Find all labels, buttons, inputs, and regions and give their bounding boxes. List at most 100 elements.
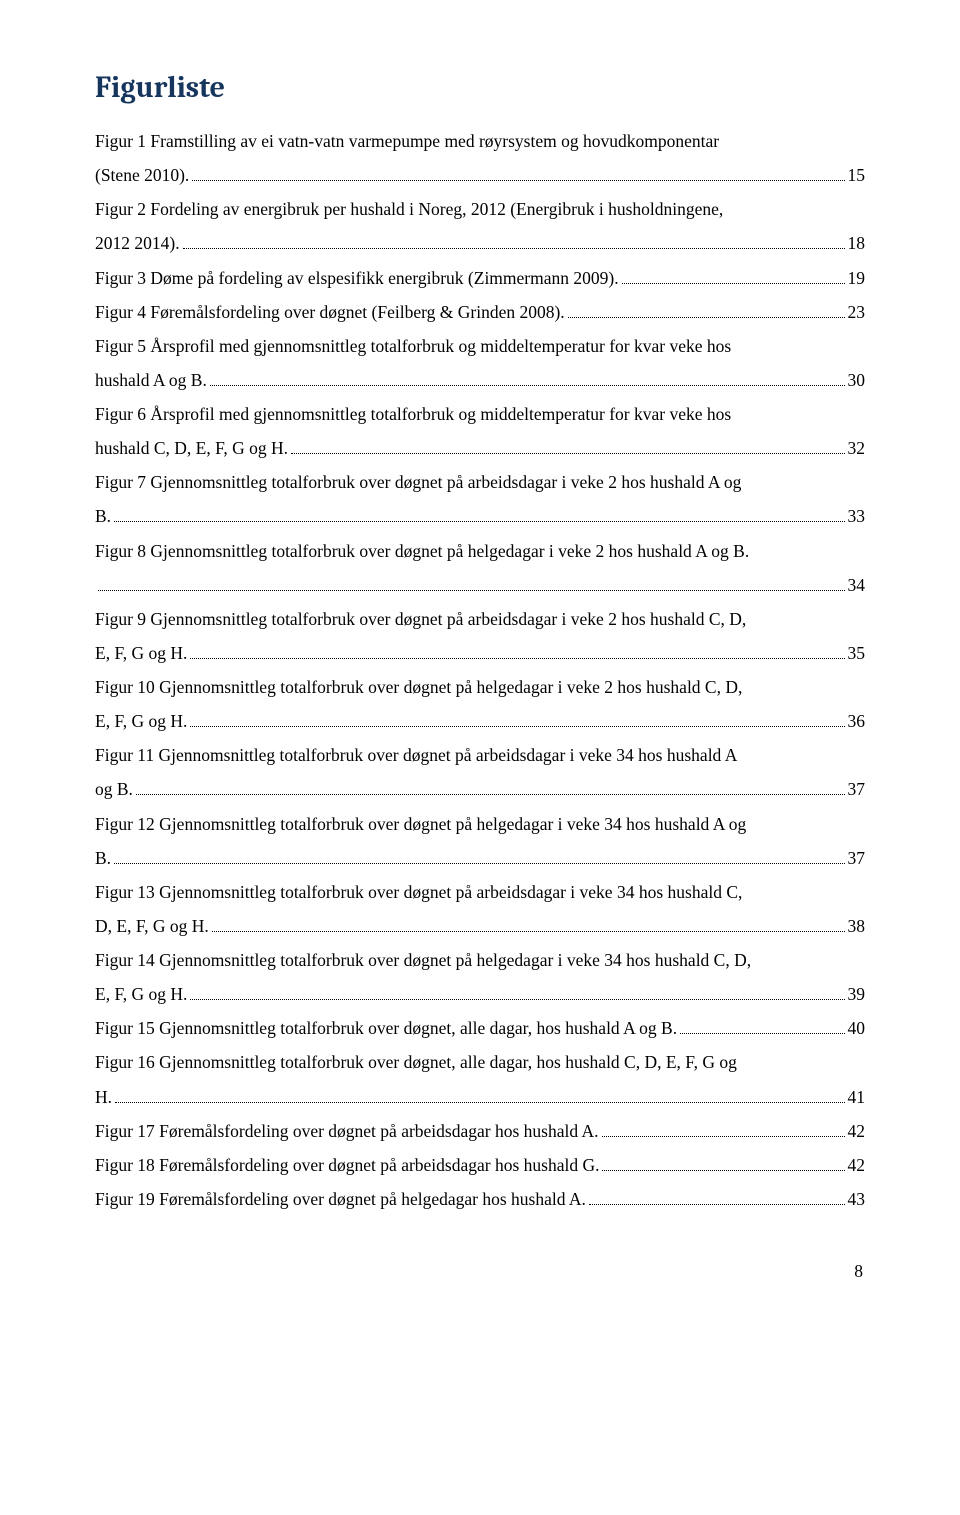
toc-entry-page: 39	[848, 977, 866, 1011]
toc-entry: Figur 2 Fordeling av energibruk per hush…	[95, 192, 865, 260]
toc-entry-text: H.	[95, 1080, 112, 1114]
toc-entry-last-line: E, F, G og H. 35	[95, 636, 865, 670]
toc-entry-page: 37	[848, 841, 866, 875]
toc-entry-text: Figur 19 Føremålsfordeling over døgnet p…	[95, 1182, 586, 1216]
toc-entry-line: Figur 10 Gjennomsnittleg totalforbruk ov…	[95, 670, 865, 704]
toc-entry-page: 35	[848, 636, 866, 670]
toc-entry-last-line: og B. 37	[95, 772, 865, 806]
toc-entry-line: Figur 9 Gjennomsnittleg totalforbruk ove…	[95, 602, 865, 636]
toc-entry-page: 42	[848, 1148, 866, 1182]
dot-leader	[602, 1121, 845, 1137]
page-number: 8	[95, 1254, 865, 1288]
toc-entry-text: (Stene 2010).	[95, 158, 189, 192]
toc-entry-last-line: Figur 17 Føremålsfordeling over døgnet p…	[95, 1114, 865, 1148]
toc-entry-page: 34	[848, 568, 866, 602]
toc-entry-last-line: H. 41	[95, 1080, 865, 1114]
toc-entry-last-line: E, F, G og H. 39	[95, 977, 865, 1011]
toc-entry-last-line: Figur 15 Gjennomsnittleg totalforbruk ov…	[95, 1011, 865, 1045]
toc-entry-text: 2012 2014).	[95, 226, 180, 260]
toc-entry: Figur 9 Gjennomsnittleg totalforbruk ove…	[95, 602, 865, 670]
toc-entry: Figur 13 Gjennomsnittleg totalforbruk ov…	[95, 875, 865, 943]
page-heading: Figurliste	[95, 70, 865, 106]
toc-entry-page: 36	[848, 704, 866, 738]
dot-leader	[190, 643, 844, 659]
toc-entry: Figur 17 Føremålsfordeling over døgnet p…	[95, 1114, 865, 1148]
toc-entry-last-line: E, F, G og H. 36	[95, 704, 865, 738]
dot-leader	[210, 370, 845, 386]
toc-entry-text: Figur 4 Føremålsfordeling over døgnet (F…	[95, 295, 565, 329]
toc-entry-text: hushald C, D, E, F, G og H.	[95, 431, 288, 465]
toc-entry-last-line: Figur 3 Døme på fordeling av elspesifikk…	[95, 261, 865, 295]
toc-entry-last-line: Figur 18 Føremålsfordeling over døgnet p…	[95, 1148, 865, 1182]
toc-entry-line: Figur 7 Gjennomsnittleg totalforbruk ove…	[95, 465, 865, 499]
toc-entry-page: 30	[848, 363, 866, 397]
toc-entry: Figur 16 Gjennomsnittleg totalforbruk ov…	[95, 1045, 865, 1113]
toc-entry-text: B.	[95, 499, 111, 533]
figure-list: Figur 1 Framstilling av ei vatn-vatn var…	[95, 124, 865, 1216]
toc-entry-page: 43	[848, 1182, 866, 1216]
toc-entry-page: 42	[848, 1114, 866, 1148]
toc-entry-line: Figur 1 Framstilling av ei vatn-vatn var…	[95, 124, 865, 158]
dot-leader	[114, 507, 844, 523]
toc-entry: Figur 8 Gjennomsnittleg totalforbruk ove…	[95, 534, 865, 602]
toc-entry-page: 15	[848, 158, 866, 192]
dot-leader	[98, 575, 845, 591]
toc-entry: Figur 7 Gjennomsnittleg totalforbruk ove…	[95, 465, 865, 533]
toc-entry-text: Figur 18 Føremålsfordeling over døgnet p…	[95, 1148, 599, 1182]
toc-entry-line: Figur 8 Gjennomsnittleg totalforbruk ove…	[95, 534, 865, 568]
dot-leader	[114, 848, 844, 864]
toc-entry-text: B.	[95, 841, 111, 875]
toc-entry-page: 19	[848, 261, 866, 295]
toc-entry-line: Figur 12 Gjennomsnittleg totalforbruk ov…	[95, 807, 865, 841]
toc-entry-text: E, F, G og H.	[95, 636, 187, 670]
toc-entry-text: og B.	[95, 772, 133, 806]
dot-leader	[602, 1155, 844, 1171]
dot-leader	[568, 302, 845, 318]
toc-entry-page: 40	[848, 1011, 866, 1045]
toc-entry: Figur 14 Gjennomsnittleg totalforbruk ov…	[95, 943, 865, 1011]
toc-entry: Figur 6 Årsprofil med gjennomsnittleg to…	[95, 397, 865, 465]
dot-leader	[183, 234, 845, 250]
toc-entry: Figur 18 Føremålsfordeling over døgnet p…	[95, 1148, 865, 1182]
toc-entry-last-line: Figur 19 Føremålsfordeling over døgnet p…	[95, 1182, 865, 1216]
toc-entry-line: Figur 16 Gjennomsnittleg totalforbruk ov…	[95, 1045, 865, 1079]
toc-entry-text: E, F, G og H.	[95, 977, 187, 1011]
toc-entry-page: 37	[848, 772, 866, 806]
toc-entry: Figur 10 Gjennomsnittleg totalforbruk ov…	[95, 670, 865, 738]
toc-entry: Figur 5 Årsprofil med gjennomsnittleg to…	[95, 329, 865, 397]
toc-entry-page: 38	[848, 909, 866, 943]
dot-leader	[291, 438, 844, 454]
toc-entry-text: D, E, F, G og H.	[95, 909, 209, 943]
toc-entry-text: Figur 15 Gjennomsnittleg totalforbruk ov…	[95, 1011, 677, 1045]
toc-entry-page: 23	[848, 295, 866, 329]
toc-entry-last-line: D, E, F, G og H. 38	[95, 909, 865, 943]
dot-leader	[115, 1087, 844, 1103]
toc-entry-line: Figur 11 Gjennomsnittleg totalforbruk ov…	[95, 738, 865, 772]
dot-leader	[212, 916, 845, 932]
toc-entry-text: Figur 17 Føremålsfordeling over døgnet p…	[95, 1114, 599, 1148]
toc-entry-text: E, F, G og H.	[95, 704, 187, 738]
dot-leader	[192, 165, 844, 181]
toc-entry: Figur 4 Føremålsfordeling over døgnet (F…	[95, 295, 865, 329]
toc-entry: Figur 19 Føremålsfordeling over døgnet p…	[95, 1182, 865, 1216]
dot-leader	[190, 984, 844, 1000]
toc-entry-line: Figur 13 Gjennomsnittleg totalforbruk ov…	[95, 875, 865, 909]
dot-leader	[190, 711, 844, 727]
dot-leader	[680, 1019, 844, 1035]
toc-entry: Figur 1 Framstilling av ei vatn-vatn var…	[95, 124, 865, 192]
toc-entry-line: Figur 2 Fordeling av energibruk per hush…	[95, 192, 865, 226]
toc-entry-line: Figur 5 Årsprofil med gjennomsnittleg to…	[95, 329, 865, 363]
toc-entry: Figur 3 Døme på fordeling av elspesifikk…	[95, 261, 865, 295]
toc-entry-page: 18	[848, 226, 866, 260]
toc-entry-last-line: hushald A og B. 30	[95, 363, 865, 397]
toc-entry-text: Figur 3 Døme på fordeling av elspesifikk…	[95, 261, 619, 295]
toc-entry-last-line: Figur 4 Føremålsfordeling over døgnet (F…	[95, 295, 865, 329]
toc-entry-last-line: hushald C, D, E, F, G og H. 32	[95, 431, 865, 465]
toc-entry: Figur 11 Gjennomsnittleg totalforbruk ov…	[95, 738, 865, 806]
toc-entry-line: Figur 6 Årsprofil med gjennomsnittleg to…	[95, 397, 865, 431]
dot-leader	[589, 1189, 845, 1205]
toc-entry-page: 32	[848, 431, 866, 465]
toc-entry: Figur 12 Gjennomsnittleg totalforbruk ov…	[95, 807, 865, 875]
toc-entry-page: 33	[848, 499, 866, 533]
dot-leader	[622, 268, 845, 284]
